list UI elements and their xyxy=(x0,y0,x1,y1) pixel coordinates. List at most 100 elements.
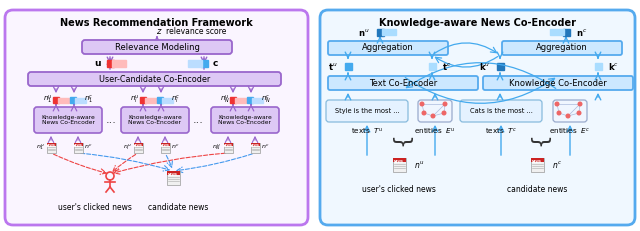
Circle shape xyxy=(431,114,435,118)
Bar xyxy=(563,28,570,36)
Bar xyxy=(200,60,207,67)
Text: NEWS: NEWS xyxy=(532,161,542,164)
FancyBboxPatch shape xyxy=(320,10,635,225)
Bar xyxy=(382,29,396,35)
Bar xyxy=(188,60,202,67)
Bar xyxy=(223,143,232,146)
Text: NEWS: NEWS xyxy=(160,144,170,148)
Circle shape xyxy=(420,102,424,106)
Bar xyxy=(58,97,68,103)
FancyBboxPatch shape xyxy=(328,41,448,55)
Text: Aggregation: Aggregation xyxy=(536,43,588,52)
Text: NEWS: NEWS xyxy=(46,144,56,148)
Text: $\mathbf{n}^c$: $\mathbf{n}^c$ xyxy=(576,27,588,37)
Bar xyxy=(250,143,259,153)
Bar xyxy=(53,97,59,103)
Text: }: } xyxy=(389,136,409,150)
Text: Aggregation: Aggregation xyxy=(362,43,414,52)
Text: $\mathbf{k}^c$: $\mathbf{k}^c$ xyxy=(608,61,619,72)
Text: $n_1^c$: $n_1^c$ xyxy=(84,94,93,106)
Circle shape xyxy=(442,111,446,115)
Circle shape xyxy=(566,114,570,118)
Bar xyxy=(392,158,406,162)
Bar xyxy=(161,143,170,153)
Text: NEWS: NEWS xyxy=(168,173,178,177)
Bar xyxy=(74,143,83,146)
Text: NEWS: NEWS xyxy=(223,144,233,148)
Bar xyxy=(157,97,163,103)
Text: $n_i^u$: $n_i^u$ xyxy=(130,94,140,106)
Text: entities  $E^u$: entities $E^u$ xyxy=(414,126,456,136)
Circle shape xyxy=(443,102,447,106)
Text: Relevance Modeling: Relevance Modeling xyxy=(115,43,200,52)
FancyBboxPatch shape xyxy=(328,76,478,90)
Text: $n_1^u$: $n_1^u$ xyxy=(36,142,44,152)
Text: $n^c$: $n^c$ xyxy=(552,159,562,170)
Text: User-Candidate Co-Encoder: User-Candidate Co-Encoder xyxy=(99,75,210,83)
Text: $n^c$: $n^c$ xyxy=(84,143,92,151)
Bar xyxy=(223,143,232,153)
Text: $n_i^c$: $n_i^c$ xyxy=(172,94,180,106)
Bar xyxy=(392,158,406,172)
Text: $\mathbf{n}^u$: $\mathbf{n}^u$ xyxy=(358,27,370,37)
Bar xyxy=(595,63,602,70)
Bar xyxy=(161,143,170,146)
FancyBboxPatch shape xyxy=(418,100,452,122)
Text: NEWS: NEWS xyxy=(133,144,143,148)
FancyBboxPatch shape xyxy=(5,10,308,225)
Bar xyxy=(234,97,246,103)
Text: Knowledge Co-Encoder: Knowledge Co-Encoder xyxy=(509,79,607,88)
FancyBboxPatch shape xyxy=(460,100,542,122)
Text: texts  $T^c$: texts $T^c$ xyxy=(484,126,517,136)
Circle shape xyxy=(422,111,426,115)
Text: Cats is the most ...: Cats is the most ... xyxy=(470,108,532,114)
Bar xyxy=(230,97,236,103)
Text: $\mathbf{c}$: $\mathbf{c}$ xyxy=(212,58,219,67)
Text: $n_N^u$: $n_N^u$ xyxy=(212,142,221,152)
FancyBboxPatch shape xyxy=(28,72,281,86)
Bar xyxy=(429,63,435,70)
Bar xyxy=(70,97,76,103)
Bar xyxy=(140,97,146,103)
FancyBboxPatch shape xyxy=(553,100,587,122)
Text: $\mathbf{t}^u$: $\mathbf{t}^u$ xyxy=(328,61,338,72)
FancyBboxPatch shape xyxy=(34,107,102,133)
Text: $n^c$: $n^c$ xyxy=(171,143,179,151)
Text: texts  $T^u$: texts $T^u$ xyxy=(351,126,383,136)
Text: user's clicked news: user's clicked news xyxy=(362,185,436,195)
FancyBboxPatch shape xyxy=(121,107,189,133)
Bar xyxy=(47,143,56,153)
Bar xyxy=(74,97,86,103)
Circle shape xyxy=(577,111,581,115)
Bar xyxy=(145,97,156,103)
Text: Knowledge-aware
News Co-Encoder: Knowledge-aware News Co-Encoder xyxy=(218,115,272,125)
Text: $n^u$: $n^u$ xyxy=(414,159,424,170)
Bar xyxy=(166,171,179,175)
Circle shape xyxy=(578,102,582,106)
Bar xyxy=(134,143,143,153)
Text: $n_i^u$: $n_i^u$ xyxy=(123,142,131,152)
FancyBboxPatch shape xyxy=(326,100,408,122)
Bar xyxy=(112,60,126,67)
Circle shape xyxy=(556,102,559,106)
FancyBboxPatch shape xyxy=(211,107,279,133)
Text: $n_N^u$: $n_N^u$ xyxy=(220,94,230,106)
Bar xyxy=(550,29,564,35)
Text: Style is the most ...: Style is the most ... xyxy=(335,108,399,114)
Text: NEWS: NEWS xyxy=(250,144,260,148)
Text: ...: ... xyxy=(106,115,116,125)
Text: }: } xyxy=(527,136,547,150)
Text: relevance score: relevance score xyxy=(166,27,227,36)
Text: candidate news: candidate news xyxy=(507,185,567,195)
Text: $\mathbf{k}^u$: $\mathbf{k}^u$ xyxy=(479,61,490,72)
Bar xyxy=(344,63,351,70)
Text: Text Co-Encoder: Text Co-Encoder xyxy=(369,79,437,88)
FancyBboxPatch shape xyxy=(82,40,232,54)
Bar xyxy=(74,143,83,153)
Text: $n_N^c$: $n_N^c$ xyxy=(261,94,271,106)
Bar xyxy=(47,143,56,146)
Text: Knowledge-aware News Co-Encoder: Knowledge-aware News Co-Encoder xyxy=(379,18,576,28)
Text: Knowledge-aware
News Co-Encoder: Knowledge-aware News Co-Encoder xyxy=(41,115,95,125)
Text: user's clicked news: user's clicked news xyxy=(58,203,132,212)
Text: News Recommendation Framework: News Recommendation Framework xyxy=(60,18,253,28)
